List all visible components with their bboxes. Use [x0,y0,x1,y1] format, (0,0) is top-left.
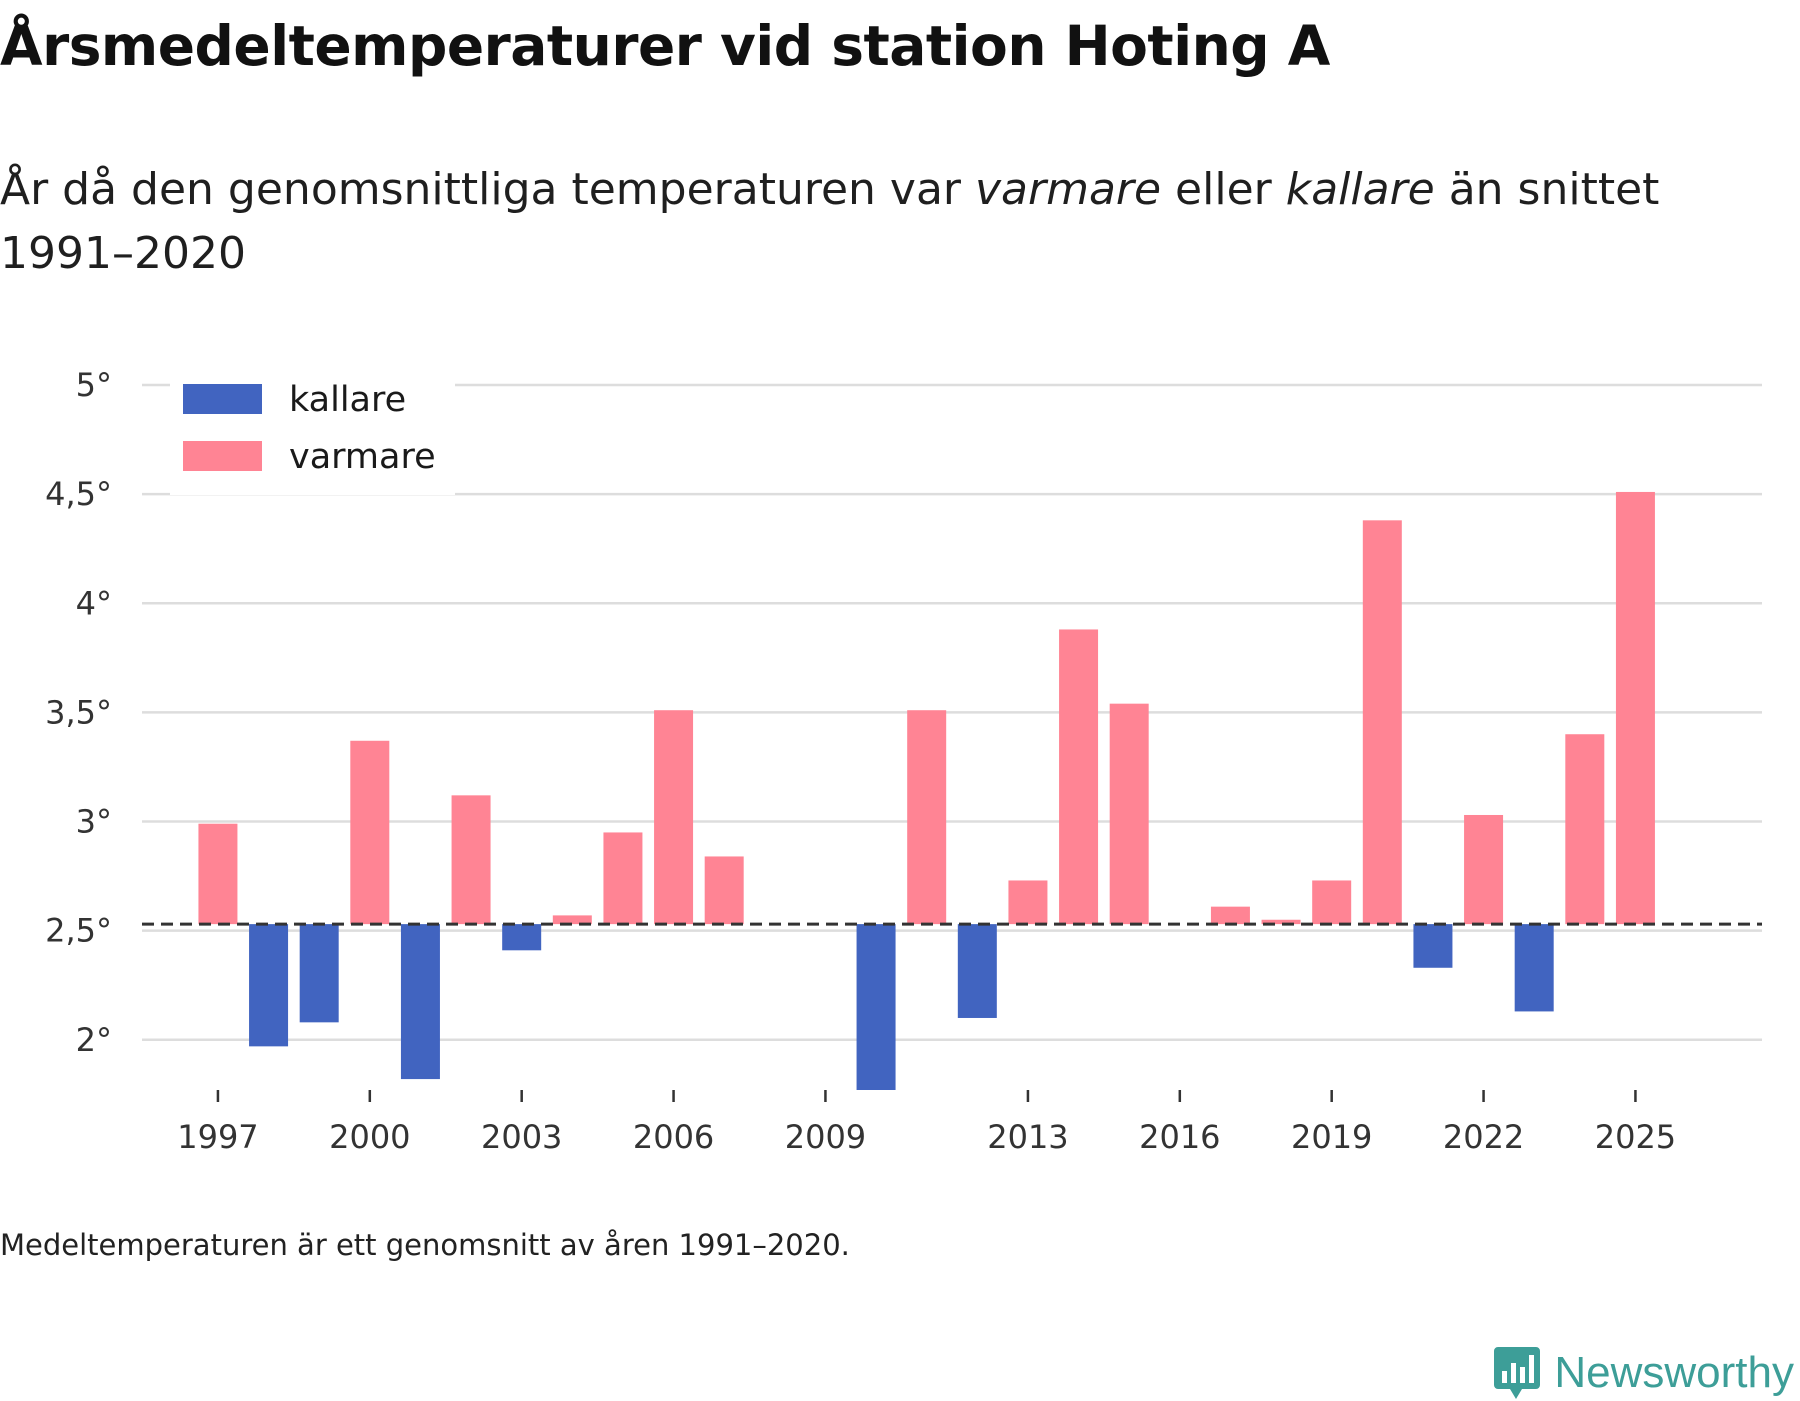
y-axis-labels: 2° 2,5° 3° 3,5° 4° 4,5° 5° [45,366,112,1059]
bar-2003 [502,924,542,951]
legend-swatch-kallare [183,384,262,414]
x-tick-label: 2009 [785,1118,866,1156]
bar-2011 [907,710,947,925]
bar-2025 [1615,491,1655,925]
y-tick-label: 3,5° [45,693,112,731]
chart-subtitle: År då den genomsnittliga temperaturen va… [0,158,1700,286]
legend-label-varmare: varmare [289,437,436,477]
bar-2021 [1413,924,1453,968]
x-tick-label: 2013 [987,1118,1068,1156]
bar-2012 [957,924,997,1018]
y-tick-label: 2,5° [45,912,112,950]
bar-2014 [1059,629,1099,925]
x-tick-label: 2016 [1139,1118,1220,1156]
y-tick-label: 4° [76,584,112,622]
subtitle-text-end: än snittet 1991–2020 [0,164,1660,279]
y-tick-label: 3° [76,803,112,841]
bar-2019 [1312,880,1352,925]
bar-2001 [400,924,440,1080]
bar-2005 [603,832,643,925]
bar-2004 [552,915,592,925]
bar-2002 [451,795,491,925]
x-tick-label: 2025 [1595,1118,1676,1156]
legend-swatch-varmare [183,441,262,471]
bar-2018 [1261,919,1301,925]
bars [198,491,1655,1090]
subtitle-text-mid: eller [1161,164,1286,215]
subtitle-varmare: varmare [974,164,1162,215]
bar-2013 [1008,880,1048,925]
bar-2006 [654,710,694,925]
x-axis: 1997 2000 2003 2006 2009 2013 2016 2019 2022 2025 [177,1090,1676,1156]
subtitle-kallare: kallare [1285,164,1435,215]
brand[interactable]: Newsworthy [1492,1345,1794,1401]
footnote: Medeltemperaturen är ett genomsnitt av å… [0,1228,850,1262]
x-tick-label: 2003 [481,1118,562,1156]
bar-1999 [299,924,339,1023]
y-tick-label: 4,5° [45,475,112,513]
legend-label-kallare: kallare [289,380,406,420]
x-tick-label: 2006 [633,1118,714,1156]
bar-chart: 2° 2,5° 3° 3,5° 4° 4,5° 5° 1997 2000 2003 2006 200… [45,366,1762,1156]
bar-2020 [1362,520,1402,925]
bar-2024 [1565,734,1605,925]
bar-2022 [1464,814,1504,925]
bar-2000 [350,740,390,925]
y-tick-label: 2° [76,1021,112,1059]
legend: kallare varmare [170,380,455,495]
x-tick-label: 2022 [1443,1118,1524,1156]
bar-1997 [198,823,238,925]
subtitle-text-start: År då den genomsnittliga temperaturen va… [0,164,975,215]
chart-title: Årsmedeltemperaturer vid station Hoting … [0,14,1330,78]
brand-name: Newsworthy [1554,1348,1794,1397]
bar-2007 [704,856,744,925]
bar-2010 [856,924,896,1090]
bar-2017 [1210,906,1250,925]
bar-2023 [1514,924,1554,1012]
bar-2015 [1109,703,1149,925]
x-tick-label: 2019 [1291,1118,1372,1156]
bar-1998 [249,924,289,1047]
x-tick-label: 1997 [177,1118,258,1156]
x-tick-label: 2000 [329,1118,410,1156]
newsworthy-logo-icon [1494,1347,1541,1399]
y-tick-label: 5° [76,366,112,404]
